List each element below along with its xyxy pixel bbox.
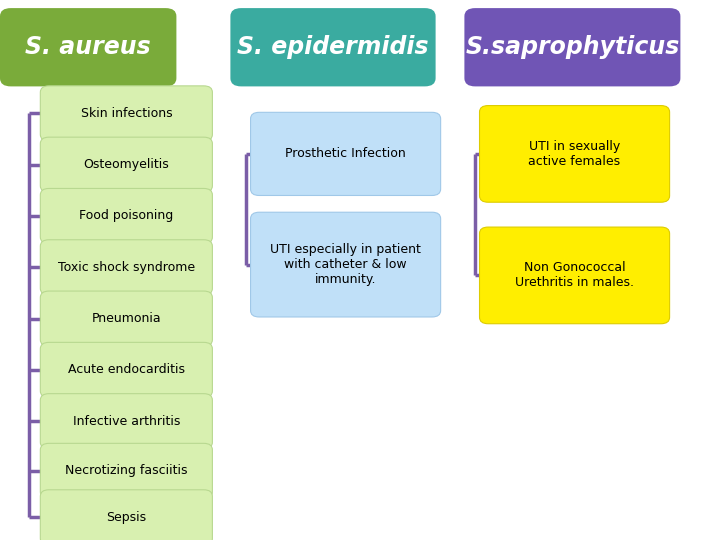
- Text: Non Gonococcal
Urethritis in males.: Non Gonococcal Urethritis in males.: [515, 261, 634, 289]
- FancyBboxPatch shape: [40, 490, 212, 540]
- FancyBboxPatch shape: [251, 112, 441, 195]
- FancyBboxPatch shape: [480, 227, 670, 324]
- Text: UTI in sexually
active females: UTI in sexually active females: [528, 140, 621, 168]
- Text: Sepsis: Sepsis: [107, 511, 146, 524]
- Text: S. aureus: S. aureus: [25, 35, 151, 59]
- FancyBboxPatch shape: [480, 106, 670, 202]
- FancyBboxPatch shape: [0, 8, 176, 86]
- Text: S. epidermidis: S. epidermidis: [237, 35, 429, 59]
- Text: Infective arthritis: Infective arthritis: [73, 415, 180, 428]
- FancyBboxPatch shape: [40, 394, 212, 449]
- Text: Acute endocarditis: Acute endocarditis: [68, 363, 185, 376]
- Text: Food poisoning: Food poisoning: [79, 210, 174, 222]
- Text: Osteomyelitis: Osteomyelitis: [84, 158, 169, 171]
- FancyBboxPatch shape: [40, 342, 212, 397]
- FancyBboxPatch shape: [230, 8, 436, 86]
- FancyBboxPatch shape: [251, 212, 441, 317]
- FancyBboxPatch shape: [40, 240, 212, 295]
- Text: Toxic shock syndrome: Toxic shock syndrome: [58, 261, 195, 274]
- FancyBboxPatch shape: [464, 8, 680, 86]
- FancyBboxPatch shape: [40, 291, 212, 346]
- Text: S.saprophyticus: S.saprophyticus: [465, 35, 680, 59]
- FancyBboxPatch shape: [40, 137, 212, 192]
- FancyBboxPatch shape: [40, 188, 212, 244]
- Text: UTI especially in patient
with catheter & low
immunity.: UTI especially in patient with catheter …: [270, 243, 421, 286]
- Text: Necrotizing fasciitis: Necrotizing fasciitis: [65, 464, 188, 477]
- Text: Skin infections: Skin infections: [81, 107, 172, 120]
- FancyBboxPatch shape: [40, 86, 212, 141]
- Text: Prosthetic Infection: Prosthetic Infection: [285, 147, 406, 160]
- Text: Pneumonia: Pneumonia: [91, 312, 161, 325]
- FancyBboxPatch shape: [40, 443, 212, 498]
